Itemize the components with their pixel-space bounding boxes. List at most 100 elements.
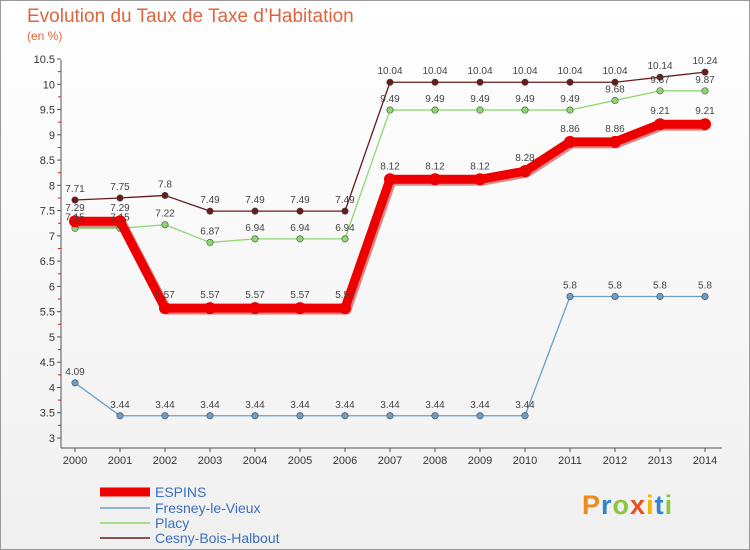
data-point [384,173,396,186]
data-point [429,173,441,186]
data-point [161,221,169,229]
data-label: 7.49 [290,195,310,206]
data-point [656,87,664,95]
x-tick-label: 2000 [63,455,87,467]
legend-item-fresney-le-vieux: Fresney-le-Vieux [100,500,261,516]
data-point [296,412,304,420]
data-point [251,235,259,243]
data-label: 7.49 [245,195,265,206]
data-point [71,379,79,387]
data-label: 3.44 [155,400,175,411]
data-label: 7.49 [200,195,220,206]
data-point [431,412,439,420]
data-label: 8.86 [560,124,580,135]
data-point [386,78,394,86]
data-point [296,235,304,243]
data-point [701,87,709,95]
data-label: 4.09 [65,367,85,378]
data-label: 7.8 [158,179,172,190]
data-label: 7.22 [155,209,175,220]
y-tick-label: 5 [49,332,55,344]
x-tick-label: 2002 [153,455,177,467]
data-point [339,302,351,315]
x-tick-label: 2001 [108,455,132,467]
data-label: 5.8 [698,281,712,292]
data-point [204,302,216,315]
data-point [701,68,709,76]
data-point [519,165,531,178]
x-tick-label: 2013 [648,455,672,467]
data-label: 5.57 [245,290,265,301]
x-tick-label: 2005 [288,455,312,467]
legend-label: Fresney-le-Vieux [155,500,261,516]
data-label: 5.57 [290,290,310,301]
data-point [161,191,169,199]
data-label: 9.49 [470,94,490,105]
y-tick-label: 6.5 [40,256,55,268]
data-point [161,412,169,420]
series-fresney-le-vieux [71,293,709,420]
y-tick-label: 6 [49,281,55,293]
data-label: 7.15 [110,212,130,223]
data-label: 9.49 [560,94,580,105]
data-point [431,78,439,86]
x-tick-label: 2007 [378,455,402,467]
data-label: 3.44 [470,400,490,411]
legend-label: ESPINS [155,484,206,500]
data-point [206,207,214,215]
data-label: 5.8 [653,281,667,292]
data-label: 9.21 [650,106,670,117]
data-label: 10.04 [467,66,492,77]
data-point [566,293,574,301]
data-point [341,235,349,243]
data-label: 9.21 [695,106,715,117]
data-label: 3.44 [290,400,310,411]
data-point [159,302,171,315]
data-point [294,302,306,315]
data-label: 6.94 [290,223,310,234]
data-point [701,293,709,301]
data-point [431,106,439,114]
data-point [611,78,619,86]
data-label: 3.44 [380,400,400,411]
series-espins [69,118,711,315]
data-point [71,196,79,204]
legend-item-espins: ESPINS [100,484,206,500]
data-point [69,215,81,228]
x-tick-label: 2008 [423,455,447,467]
series-layer [69,68,711,420]
y-tick-label: 4.5 [40,357,55,369]
legend-label: Cesny-Bois-Halbout [155,530,280,546]
y-tick-label: 7 [49,231,55,243]
series-cesny-bois-halbout [71,68,709,215]
data-label: 7.49 [335,195,355,206]
data-point [566,78,574,86]
y-tick-label: 10 [43,79,55,91]
x-tick-label: 2009 [468,455,492,467]
legend-label: Placy [155,515,189,531]
data-point [114,215,126,228]
data-point [611,96,619,104]
data-label: 9.49 [380,94,400,105]
legend: ESPINSFresney-le-VieuxPlacyCesny-Bois-Ha… [100,484,280,546]
data-label: 9.49 [515,94,535,105]
y-tick-label: 3.5 [40,408,55,420]
data-label: 9.87 [695,75,715,86]
y-tick-label: 9.5 [40,105,55,117]
data-point [116,194,124,202]
data-point [206,238,214,246]
data-point [251,207,259,215]
data-label: 3.44 [335,400,355,411]
x-tick-label: 2014 [693,455,717,467]
chart-title: Evolution du Taux de Taxe d’Habitation [27,6,354,27]
data-label: 6.94 [335,223,355,234]
data-label: 7.75 [110,182,130,193]
x-tick-label: 2004 [243,455,267,467]
x-tick-label: 2006 [333,455,357,467]
data-label: 5.8 [608,281,622,292]
axes: 3 3.5 4 4.5 5 5.5 6 6.5 7 7.5 8 8.5 9 9.5 10 10.5 2000 20… [34,54,722,467]
data-point [656,73,664,81]
x-tick-label: 2011 [558,455,582,467]
